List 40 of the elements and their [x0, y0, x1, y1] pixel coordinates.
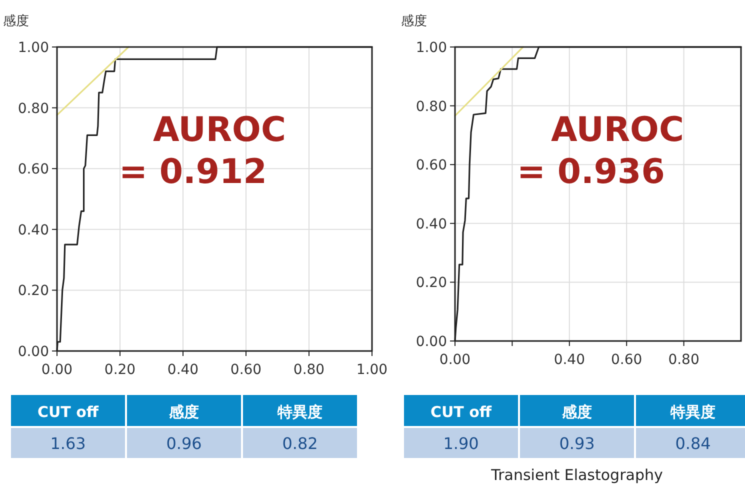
text: 感度: [168, 403, 199, 421]
y-axis-title: 感度: [3, 13, 29, 29]
x-tick-label: 0.40: [167, 362, 199, 378]
x-tick-label: 0.00: [439, 352, 471, 368]
text: 1.63: [50, 434, 86, 453]
y-tick-label: 0.80: [18, 100, 49, 117]
x-tick-label: 0.60: [230, 362, 262, 378]
x-tick-label: 0.60: [611, 352, 642, 368]
text: Transient Elastography: [490, 466, 663, 484]
y-tick-label: 1.00: [18, 40, 49, 56]
y-tick-label: 0.20: [416, 275, 447, 292]
text: CUT off: [37, 403, 100, 421]
x-tick-label: 0.20: [104, 362, 136, 378]
x-tick-label: 0.40: [554, 352, 585, 368]
x-tick-label: 0.00: [41, 362, 73, 378]
text: 0.96: [166, 434, 202, 453]
y-tick-label: 0.20: [18, 283, 49, 300]
y-axis-title: 感度: [401, 13, 427, 29]
y-tick-label: 0.60: [18, 162, 49, 178]
y-tick-label: 0.80: [416, 98, 447, 115]
x-tick-label: 0.80: [293, 362, 325, 378]
y-tick-label: 0.40: [18, 222, 49, 238]
y-tick-label: 0.60: [416, 158, 447, 174]
text: 感度: [561, 403, 592, 421]
annotation: AUROC: [153, 110, 286, 150]
annotation: AUROC: [551, 110, 684, 150]
text: CUT off: [430, 403, 492, 421]
text: 特異度: [276, 403, 322, 421]
text: 0.82: [282, 434, 318, 453]
y-tick-label: 0.00: [416, 334, 447, 350]
text: 特異度: [670, 403, 716, 421]
annotation: = 0.936: [517, 152, 665, 192]
y-tick-label: 1.00: [416, 40, 447, 56]
y-tick-label: 0.40: [416, 216, 447, 232]
text: 0.93: [559, 434, 595, 453]
annotation: = 0.912: [119, 152, 267, 192]
text: 1.90: [443, 434, 479, 453]
x-tick-label: 0.80: [668, 352, 700, 368]
x-tick-label: 1.00: [356, 362, 388, 378]
text: 0.84: [675, 434, 711, 453]
